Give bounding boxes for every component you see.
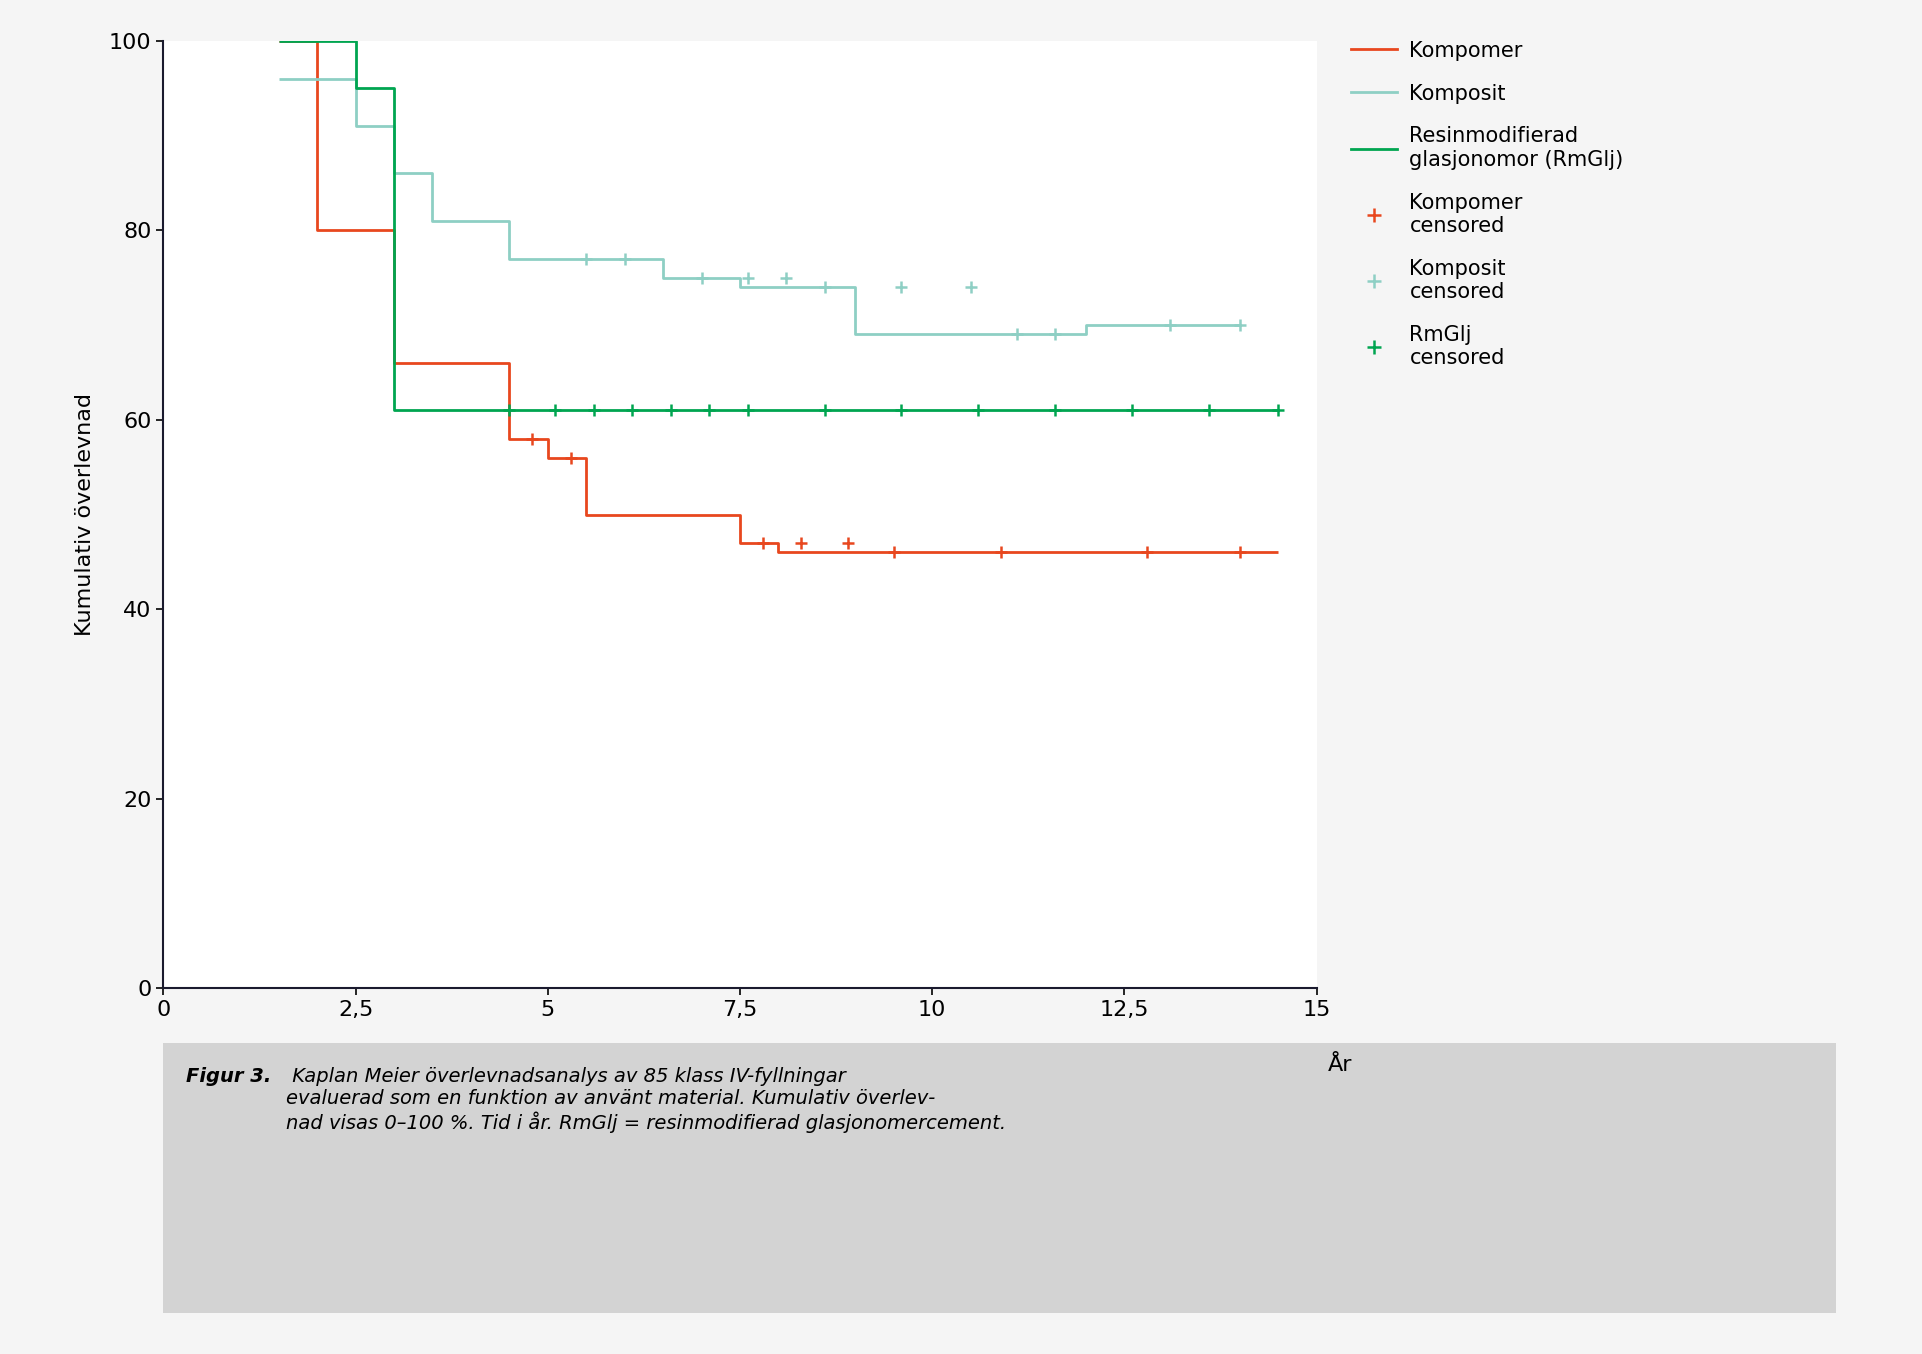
- Text: År: År: [1328, 1055, 1353, 1075]
- Y-axis label: Kumulativ överlevnad: Kumulativ överlevnad: [75, 393, 94, 636]
- Legend: Kompomer, Komposit, Resinmodifierad
glasjonomor (RmGlj), Kompomer
censored, Komp: Kompomer, Komposit, Resinmodifierad glas…: [1351, 41, 1624, 368]
- Text: Figur 3.: Figur 3.: [186, 1067, 271, 1086]
- Text: Kaplan Meier överlevnadsanalys av 85 klass IV-fyllningar
evaluerad som en funkti: Kaplan Meier överlevnadsanalys av 85 kla…: [286, 1067, 1007, 1133]
